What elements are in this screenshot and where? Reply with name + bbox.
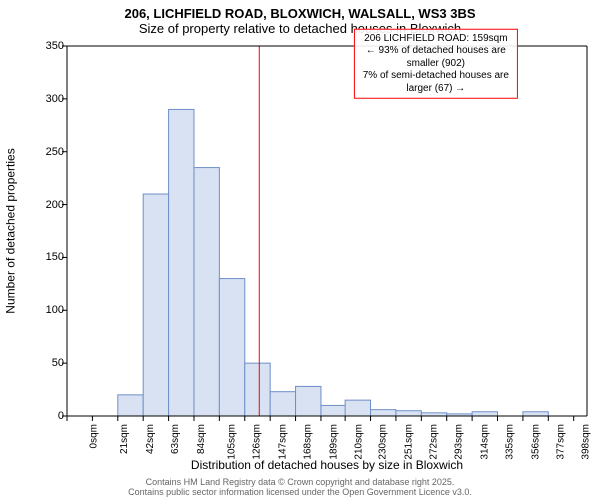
histogram-bar bbox=[169, 109, 194, 416]
x-tick-label: 356sqm bbox=[530, 424, 541, 460]
histogram-bar bbox=[472, 412, 497, 416]
x-tick-label: 251sqm bbox=[403, 424, 414, 460]
footer-line-2: Contains public sector information licen… bbox=[0, 488, 600, 498]
x-tick-label: 126sqm bbox=[252, 424, 263, 460]
histogram-bar bbox=[245, 363, 270, 416]
x-tick-label: 21sqm bbox=[119, 424, 130, 454]
x-tick-label: 314sqm bbox=[479, 424, 490, 460]
annotation-line-2: ← 93% of detached houses are smaller (90… bbox=[361, 45, 511, 70]
x-tick-label: 230sqm bbox=[378, 424, 389, 460]
y-tick-label: 300 bbox=[26, 93, 64, 105]
y-tick-label: 0 bbox=[26, 410, 64, 422]
x-tick-label: 293sqm bbox=[454, 424, 465, 460]
x-tick-label: 377sqm bbox=[555, 424, 566, 460]
histogram-svg bbox=[67, 46, 587, 416]
plot-area bbox=[67, 46, 587, 416]
y-tick-label: 250 bbox=[26, 146, 64, 158]
histogram-bar bbox=[270, 392, 295, 416]
y-tick-label: 200 bbox=[26, 199, 64, 211]
x-tick-label: 272sqm bbox=[429, 424, 440, 460]
y-tick-label: 350 bbox=[26, 40, 64, 52]
title-line1: 206, LICHFIELD ROAD, BLOXWICH, WALSALL, … bbox=[0, 6, 600, 21]
y-tick-label: 100 bbox=[26, 304, 64, 316]
x-tick-label: 84sqm bbox=[196, 424, 207, 454]
y-tick-label: 50 bbox=[26, 357, 64, 369]
histogram-bar bbox=[321, 405, 346, 416]
y-axis-label: Number of detached properties bbox=[4, 148, 18, 313]
x-tick-label: 147sqm bbox=[277, 424, 288, 460]
histogram-bar bbox=[371, 410, 396, 416]
x-tick-label: 168sqm bbox=[303, 424, 314, 460]
x-tick-label: 398sqm bbox=[581, 424, 592, 460]
x-tick-label: 335sqm bbox=[505, 424, 516, 460]
histogram-bar bbox=[523, 412, 548, 416]
x-tick-label: 63sqm bbox=[170, 424, 181, 454]
x-axis-label: Distribution of detached houses by size … bbox=[67, 458, 587, 472]
histogram-bar bbox=[194, 168, 219, 416]
annotation-line-3: 7% of semi-detached houses are larger (6… bbox=[361, 70, 511, 95]
x-tick-label: 0sqm bbox=[88, 424, 99, 448]
histogram-bar bbox=[118, 395, 143, 416]
x-tick-label: 189sqm bbox=[328, 424, 339, 460]
footer: Contains HM Land Registry data © Crown c… bbox=[0, 478, 600, 498]
x-tick-label: 210sqm bbox=[354, 424, 365, 460]
histogram-bar bbox=[143, 194, 168, 416]
annotation-line-1: 206 LICHFIELD ROAD: 159sqm bbox=[361, 33, 511, 46]
histogram-bar bbox=[345, 400, 370, 416]
histogram-bar bbox=[296, 386, 321, 416]
histogram-bar bbox=[219, 279, 244, 416]
annotation-box: 206 LICHFIELD ROAD: 159sqm ← 93% of deta… bbox=[354, 29, 518, 100]
x-tick-label: 42sqm bbox=[145, 424, 156, 454]
histogram-bar bbox=[396, 411, 421, 416]
y-axis-label-wrap: Number of detached properties bbox=[2, 46, 20, 416]
y-tick-label: 150 bbox=[26, 251, 64, 263]
x-tick-label: 105sqm bbox=[227, 424, 238, 460]
